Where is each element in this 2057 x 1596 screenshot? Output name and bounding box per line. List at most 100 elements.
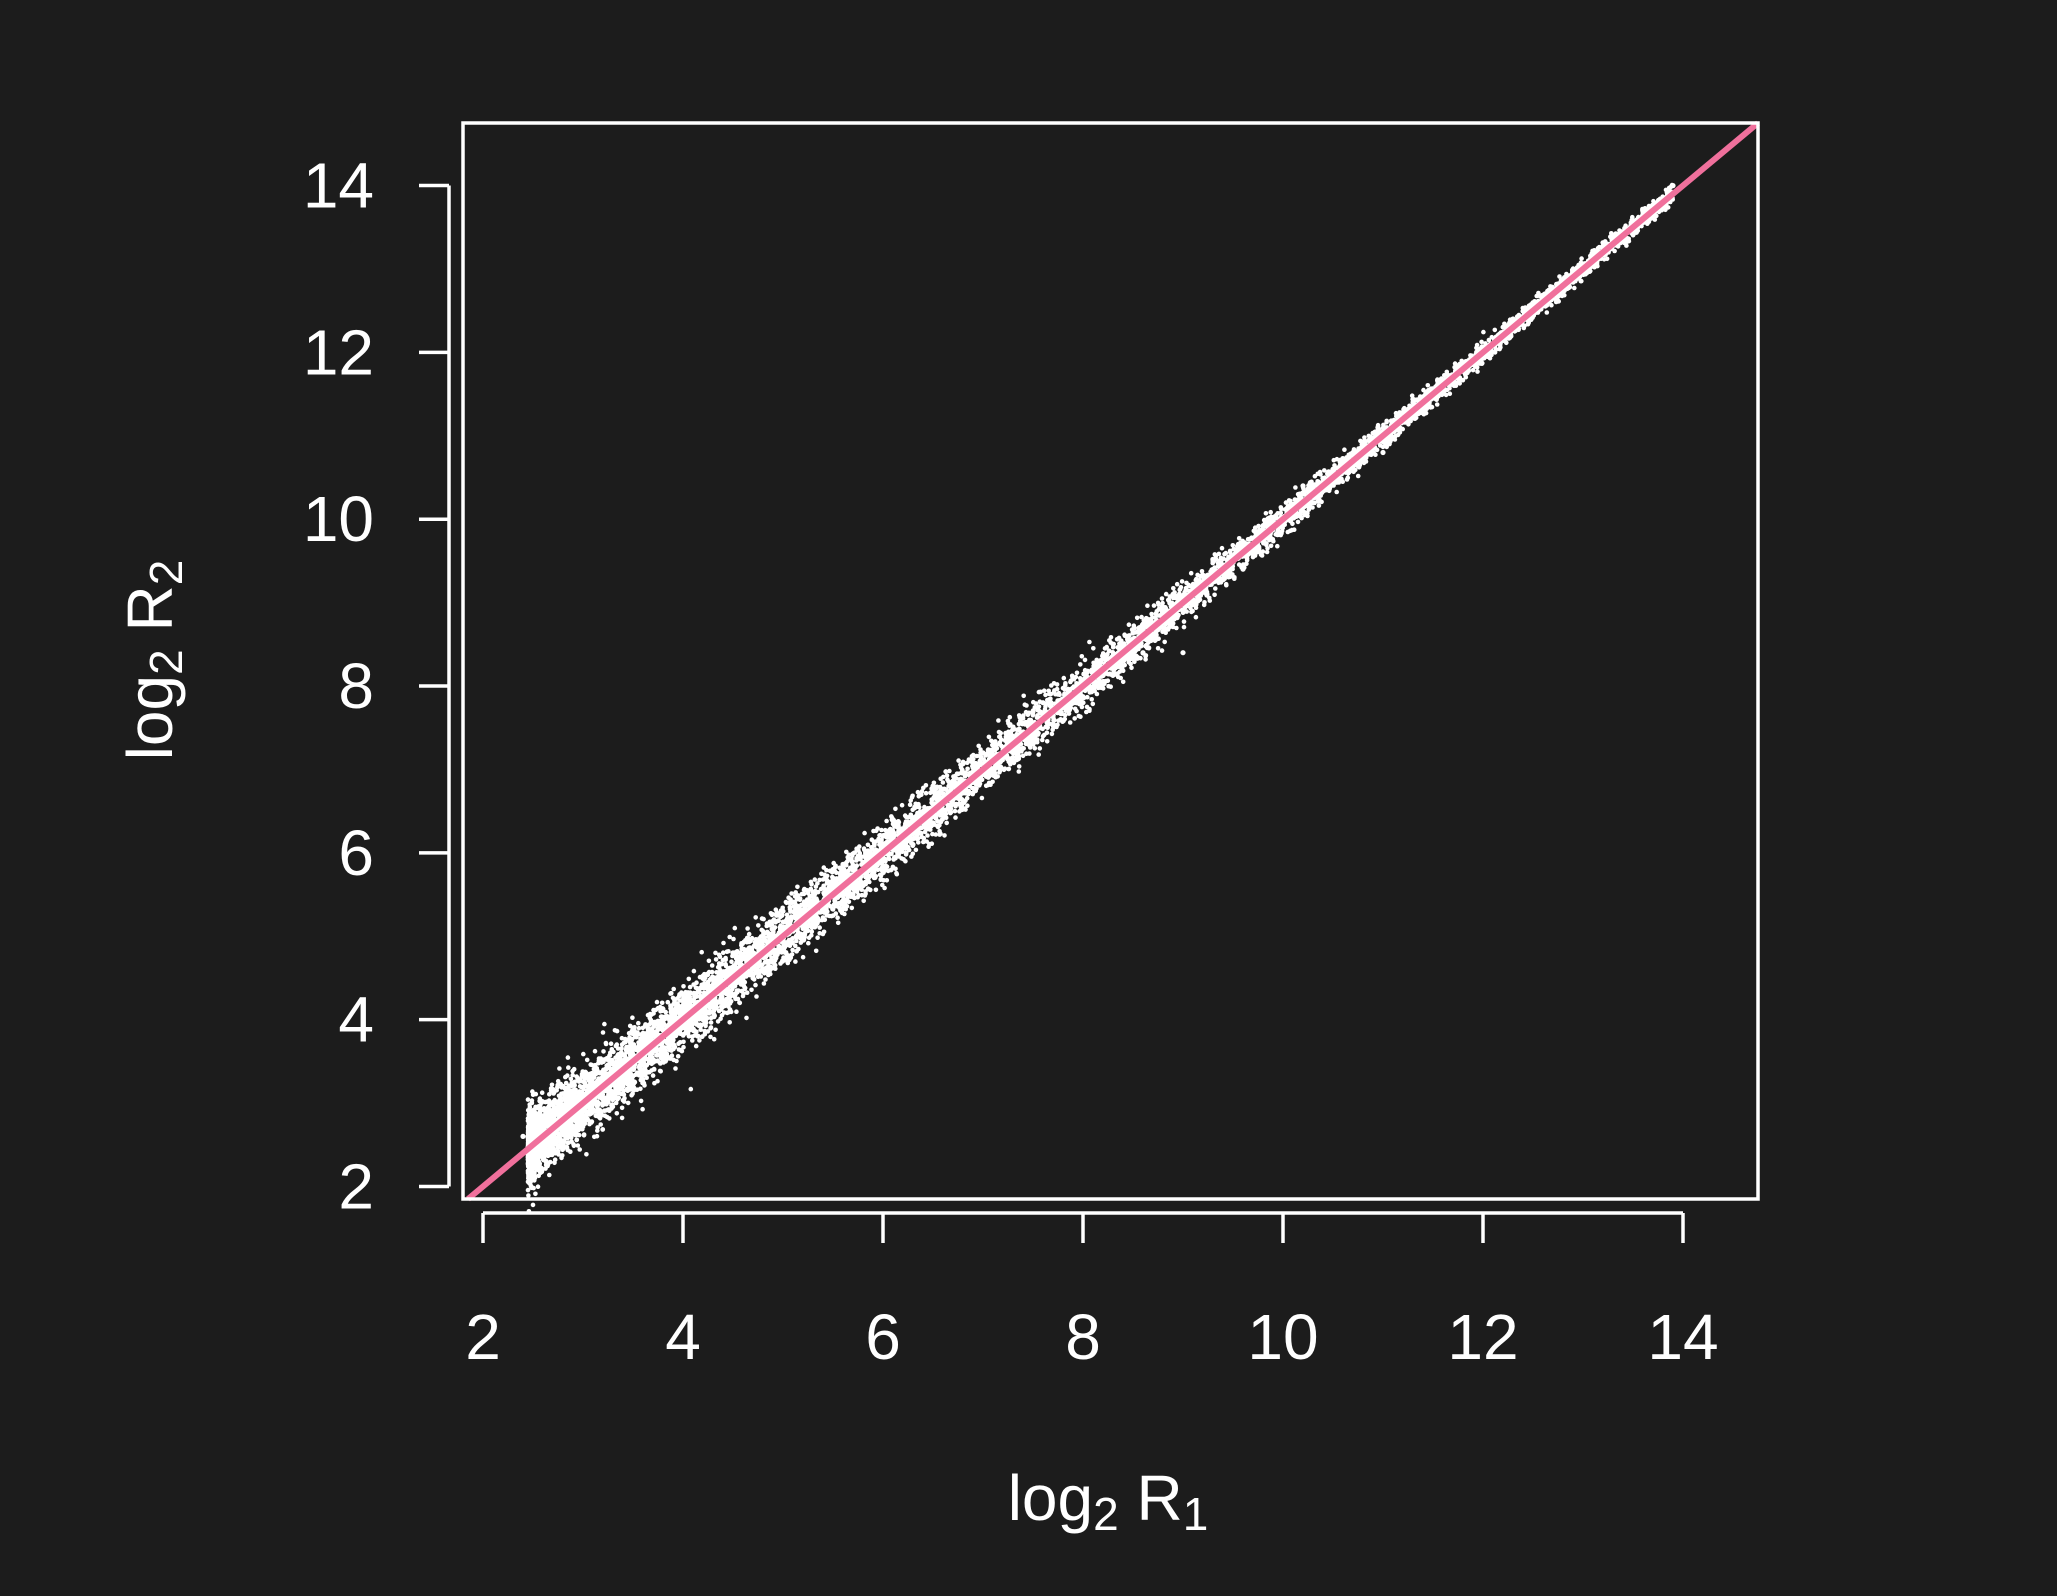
data-point bbox=[793, 943, 798, 949]
data-point bbox=[947, 768, 952, 774]
data-point bbox=[1007, 714, 1013, 720]
data-point bbox=[1005, 718, 1011, 724]
data-point bbox=[673, 1066, 678, 1071]
data-point bbox=[922, 829, 928, 835]
data-point bbox=[713, 950, 718, 956]
data-point bbox=[1120, 679, 1126, 685]
data-point bbox=[533, 1112, 539, 1117]
data-point bbox=[592, 1048, 598, 1054]
data-point bbox=[907, 802, 913, 807]
data-point bbox=[1087, 639, 1092, 645]
data-point bbox=[652, 1080, 657, 1086]
data-point bbox=[699, 949, 704, 955]
data-point bbox=[1051, 681, 1057, 686]
data-point bbox=[630, 1015, 635, 1020]
data-point bbox=[909, 854, 914, 859]
data-point bbox=[1263, 511, 1269, 516]
data-point bbox=[756, 923, 761, 928]
data-point bbox=[879, 827, 884, 833]
data-point bbox=[570, 1072, 575, 1078]
data-point bbox=[593, 1113, 599, 1119]
data-point bbox=[831, 860, 836, 866]
data-point bbox=[996, 729, 1002, 735]
data-point bbox=[1180, 610, 1186, 615]
data-point bbox=[1024, 751, 1029, 756]
data-point bbox=[723, 961, 728, 967]
data-point bbox=[1149, 611, 1154, 617]
data-point bbox=[640, 1106, 645, 1112]
data-point bbox=[1159, 648, 1165, 653]
data-point bbox=[1108, 635, 1114, 640]
data-point bbox=[1041, 688, 1047, 693]
data-point bbox=[1572, 285, 1577, 291]
data-point bbox=[1085, 694, 1090, 700]
data-point bbox=[1006, 766, 1011, 772]
data-point bbox=[1342, 447, 1347, 453]
data-point bbox=[1236, 536, 1242, 541]
data-point bbox=[1223, 581, 1229, 587]
data-point bbox=[773, 966, 778, 971]
data-point bbox=[1040, 737, 1045, 743]
data-point bbox=[636, 1025, 642, 1031]
data-point bbox=[1020, 753, 1026, 759]
data-point bbox=[1094, 657, 1099, 663]
data-point bbox=[1177, 586, 1183, 592]
data-point bbox=[1216, 551, 1222, 557]
data-point bbox=[1036, 752, 1041, 757]
data-point bbox=[753, 982, 758, 988]
data-point bbox=[557, 1066, 562, 1071]
data-point bbox=[884, 878, 890, 883]
data-point bbox=[638, 1098, 644, 1104]
data-point bbox=[597, 1116, 603, 1121]
data-point bbox=[1054, 686, 1060, 692]
data-point bbox=[613, 1100, 619, 1106]
data-point bbox=[525, 1097, 531, 1102]
data-point bbox=[603, 1040, 609, 1046]
data-point bbox=[769, 966, 774, 971]
data-point bbox=[1021, 693, 1026, 699]
data-point bbox=[1447, 391, 1453, 397]
data-point bbox=[942, 833, 947, 838]
data-point bbox=[795, 884, 800, 890]
data-point bbox=[1475, 369, 1480, 374]
data-point bbox=[1295, 519, 1301, 525]
data-point bbox=[746, 931, 752, 937]
data-point bbox=[1016, 769, 1022, 774]
data-point bbox=[1534, 293, 1539, 299]
data-point bbox=[822, 917, 828, 923]
data-point bbox=[645, 1012, 651, 1018]
data-point bbox=[568, 1076, 574, 1082]
data-point bbox=[1145, 603, 1150, 608]
data-point bbox=[600, 1127, 605, 1132]
data-point bbox=[1045, 697, 1050, 703]
data-point bbox=[1181, 619, 1187, 624]
data-point bbox=[716, 952, 722, 958]
data-point bbox=[709, 963, 715, 968]
data-point bbox=[1163, 591, 1169, 597]
data-point bbox=[702, 1031, 708, 1037]
data-point bbox=[693, 1043, 699, 1049]
data-point bbox=[1079, 654, 1085, 659]
data-point bbox=[790, 947, 795, 953]
data-point bbox=[530, 1202, 536, 1208]
data-point bbox=[878, 876, 884, 882]
data-point bbox=[575, 1075, 580, 1080]
data-point bbox=[1061, 675, 1067, 681]
data-point bbox=[709, 969, 715, 975]
data-point bbox=[716, 1008, 722, 1014]
data-point bbox=[1032, 746, 1038, 751]
data-point bbox=[1331, 457, 1337, 463]
data-point bbox=[708, 1020, 714, 1025]
data-point bbox=[861, 846, 867, 851]
data-point bbox=[1334, 489, 1339, 495]
data-point bbox=[846, 888, 852, 893]
data-point bbox=[716, 961, 722, 966]
data-point bbox=[545, 1163, 550, 1169]
data-point bbox=[1043, 692, 1048, 698]
data-point bbox=[1578, 260, 1584, 265]
data-point bbox=[734, 1009, 739, 1014]
data-point bbox=[925, 833, 930, 838]
data-point bbox=[940, 780, 946, 785]
data-point bbox=[864, 870, 870, 876]
data-point bbox=[659, 1055, 664, 1061]
